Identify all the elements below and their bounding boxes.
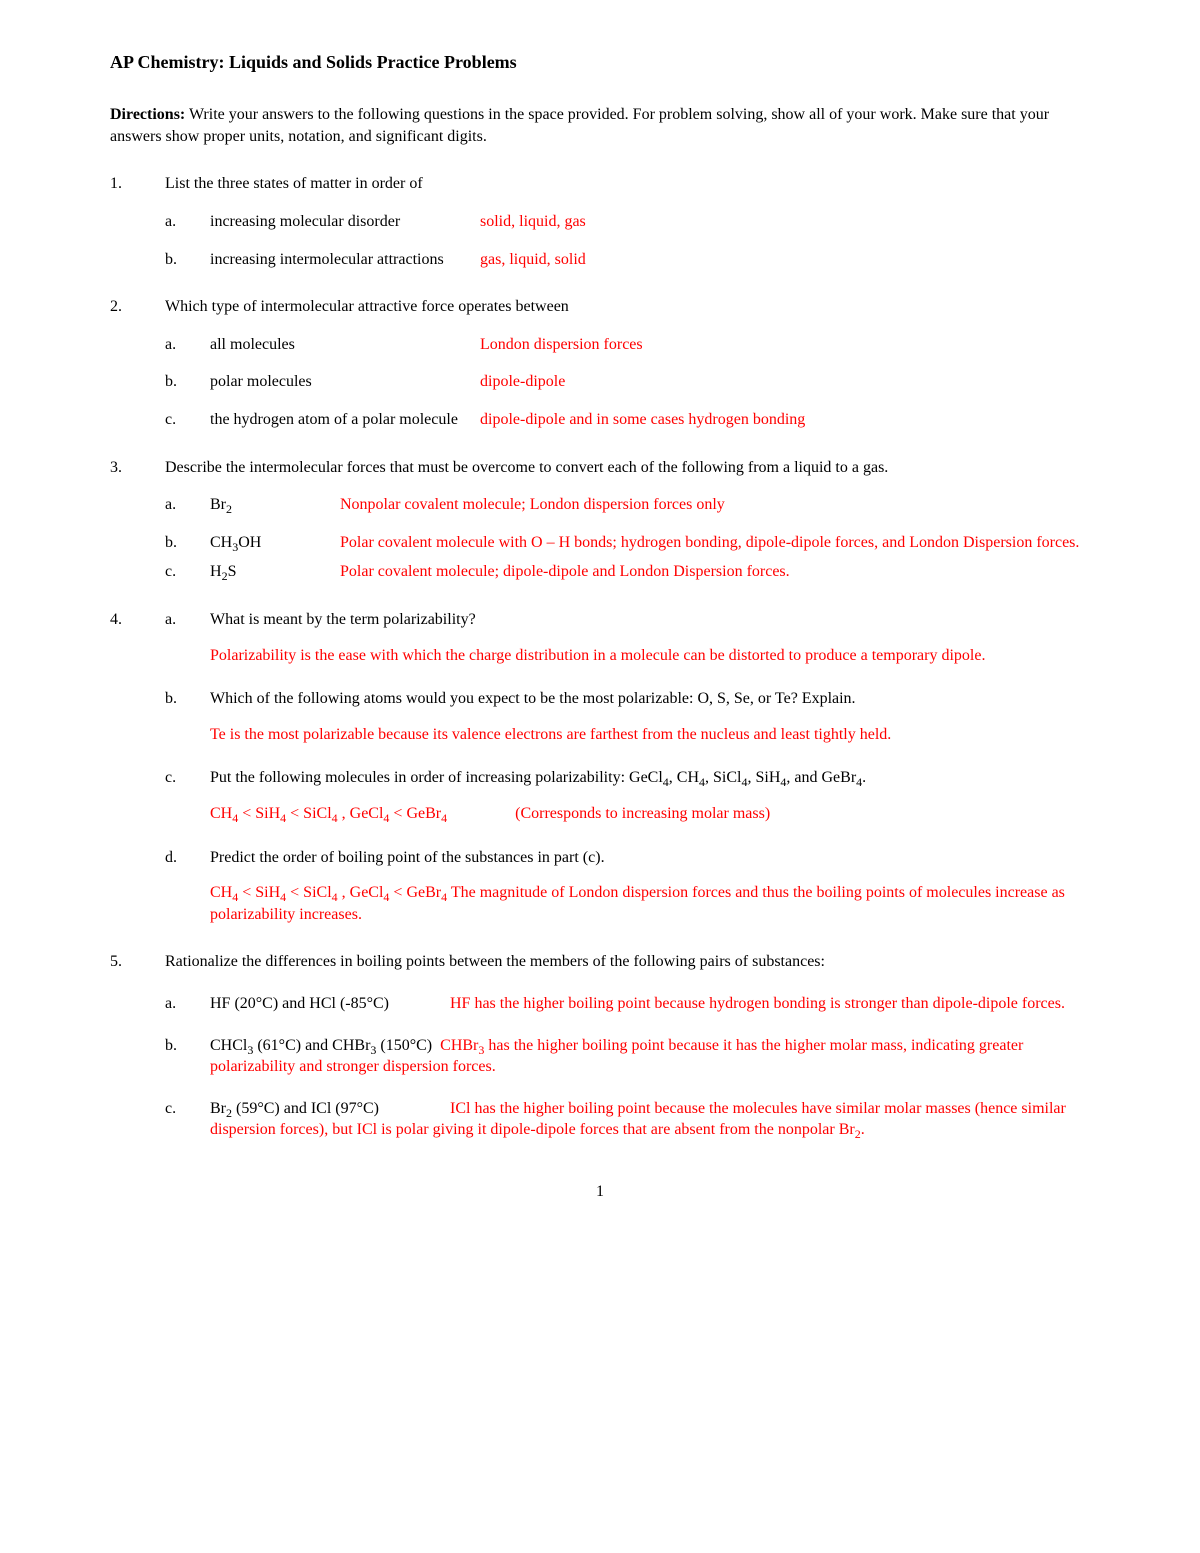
q5a-pair: HF (20°C) and HCl (-85°C) (210, 993, 450, 1015)
q2a-prompt: all molecules (210, 334, 480, 356)
q2-prompt: Which type of intermolecular attractive … (165, 296, 1090, 318)
q3c-molecule: H2S (210, 561, 340, 583)
question-3: 3. Describe the intermolecular forces th… (110, 457, 1090, 583)
q2-number: 2. (110, 296, 165, 430)
q5c-body: Br2 (59°C) and ICl (97°C)ICl has the hig… (210, 1098, 1090, 1141)
q2c-letter: c. (165, 409, 210, 431)
q4d-answer-order: CH4 < SiH4 < SiCl4 , GeCl4 < GeBr4 (210, 884, 447, 901)
q5c-pair: Br2 (59°C) and ICl (97°C) (210, 1098, 450, 1120)
directions-label: Directions: (110, 106, 185, 123)
q3a-letter: a. (165, 494, 210, 516)
q2a-answer: London dispersion forces (480, 334, 1090, 356)
q3c-letter: c. (165, 561, 210, 583)
q4b-answer: Te is the most polarizable because its v… (210, 724, 1090, 746)
q4a-answer: Polarizability is the ease with which th… (210, 645, 1090, 667)
q1-prompt: List the three states of matter in order… (165, 173, 1090, 195)
q4a-letter: a. (165, 609, 210, 666)
q5a-letter: a. (165, 993, 210, 1015)
question-4: 4. a. What is meant by the term polariza… (110, 609, 1090, 925)
q5b-letter: b. (165, 1035, 210, 1078)
q3-number: 3. (110, 457, 165, 583)
q4c-answer: CH4 < SiH4 < SiCl4 , GeCl4 < GeBr4 (Corr… (210, 803, 1090, 825)
q4c-letter: c. (165, 767, 210, 824)
question-5: 5. Rationalize the differences in boilin… (110, 951, 1090, 1141)
q1a-prompt: increasing molecular disorder (210, 211, 480, 233)
q4d-letter: d. (165, 847, 210, 926)
question-2: 2. Which type of intermolecular attracti… (110, 296, 1090, 430)
q5b-pair: CHCl3 (61°C) and CHBr3 (150°C) (210, 1037, 432, 1054)
q1b-letter: b. (165, 249, 210, 271)
q4c-answer-note: (Corresponds to increasing molar mass) (515, 805, 770, 822)
page-number: 1 (110, 1181, 1090, 1203)
q4c-prompt: Put the following molecules in order of … (210, 767, 1090, 789)
q5a-answer: HF has the higher boiling point because … (450, 995, 1065, 1012)
q1a-letter: a. (165, 211, 210, 233)
q5-number: 5. (110, 951, 165, 1141)
q1b-answer: gas, liquid, solid (480, 249, 1090, 271)
q4a-prompt: What is meant by the term polarizability… (210, 609, 1090, 631)
q2a-letter: a. (165, 334, 210, 356)
q1b-prompt: increasing intermolecular attractions (210, 249, 480, 271)
q3b-answer: Polar covalent molecule with O – H bonds… (340, 532, 1090, 554)
q2b-answer: dipole-dipole (480, 371, 1090, 393)
q3a-answer: Nonpolar covalent molecule; London dispe… (340, 494, 1090, 516)
page-title: AP Chemistry: Liquids and Solids Practic… (110, 50, 1090, 74)
q4d-answer: CH4 < SiH4 < SiCl4 , GeCl4 < GeBr4 The m… (210, 882, 1090, 925)
q5c-letter: c. (165, 1098, 210, 1141)
q4-number: 4. (110, 609, 165, 925)
q4d-prompt: Predict the order of boiling point of th… (210, 847, 1090, 869)
q4b-prompt: Which of the following atoms would you e… (210, 688, 1090, 710)
q2c-prompt: the hydrogen atom of a polar molecule (210, 409, 480, 431)
q3c-answer: Polar covalent molecule; dipole-dipole a… (340, 561, 1090, 583)
directions-text: Write your answers to the following ques… (110, 106, 1049, 145)
q5a-body: HF (20°C) and HCl (-85°C)HF has the high… (210, 993, 1090, 1015)
directions: Directions: Write your answers to the fo… (110, 104, 1090, 147)
question-1: 1. List the three states of matter in or… (110, 173, 1090, 270)
q5-prompt: Rationalize the differences in boiling p… (165, 951, 1090, 973)
q4c-answer-order: CH4 < SiH4 < SiCl4 , GeCl4 < GeBr4 (210, 805, 447, 822)
q5b-body: CHCl3 (61°C) and CHBr3 (150°C) CHBr3 has… (210, 1035, 1090, 1078)
q3b-molecule: CH3OH (210, 532, 340, 554)
q2b-prompt: polar molecules (210, 371, 480, 393)
q3-prompt: Describe the intermolecular forces that … (165, 457, 1090, 479)
q3a-molecule: Br2 (210, 494, 340, 516)
q4b-letter: b. (165, 688, 210, 745)
q1-number: 1. (110, 173, 165, 270)
q1a-answer: solid, liquid, gas (480, 211, 1090, 233)
q2c-answer: dipole-dipole and in some cases hydrogen… (480, 409, 1090, 431)
q3b-letter: b. (165, 532, 210, 554)
q2b-letter: b. (165, 371, 210, 393)
